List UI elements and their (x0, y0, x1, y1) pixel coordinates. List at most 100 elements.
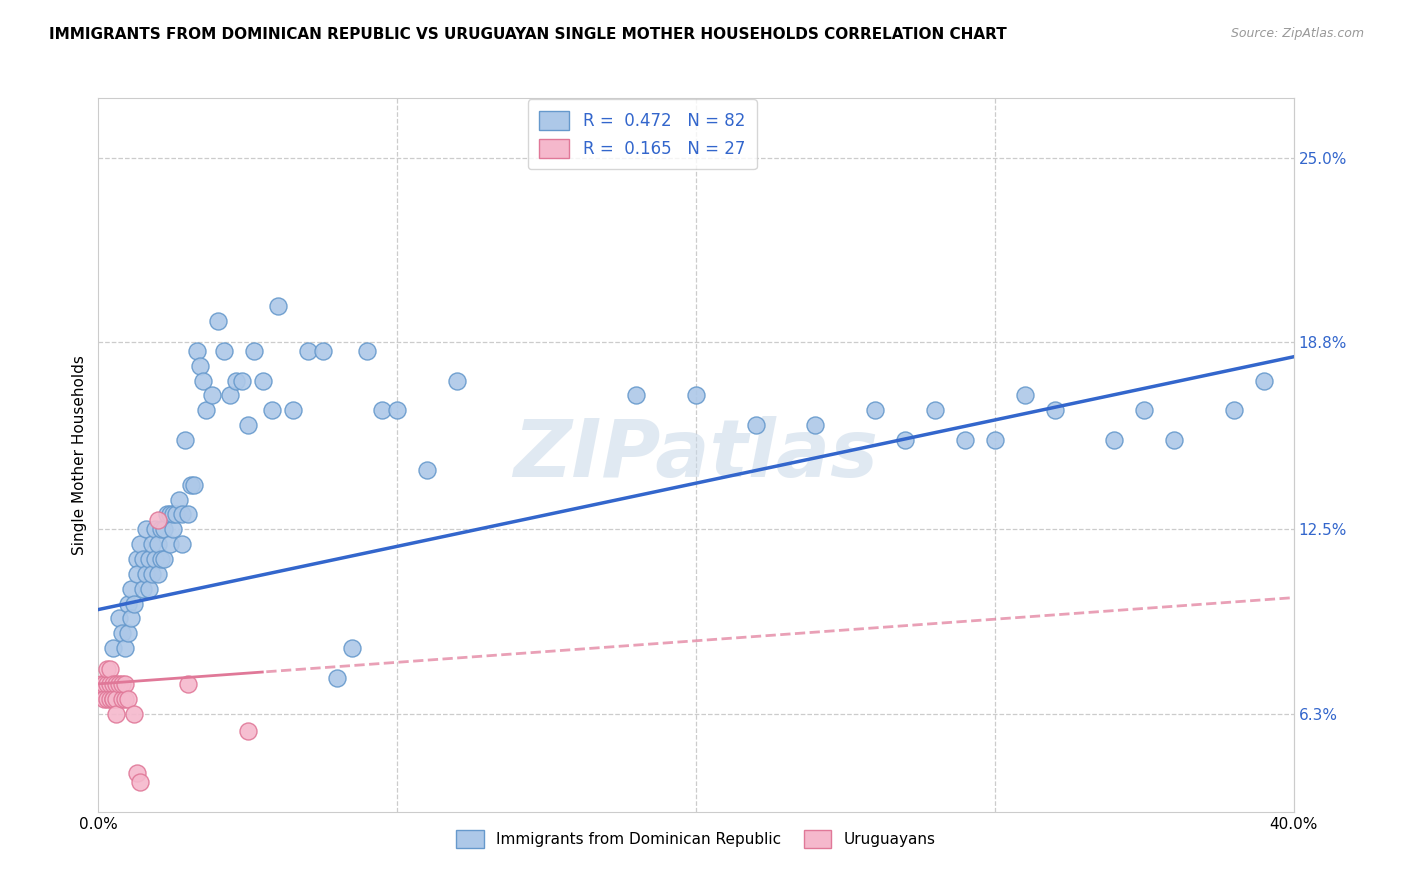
Point (745, 418, 768, 433)
Point (143, 522, 166, 536)
Point (188, 359, 211, 373)
Text: IMMIGRANTS FROM DOMINICAN REPUBLIC VS URUGUAYAN SINGLE MOTHER HOUSEHOLDS CORRELA: IMMIGRANTS FROM DOMINICAN REPUBLIC VS UR… (49, 27, 1007, 42)
Point (117, 626, 139, 640)
Point (148, 537, 170, 551)
Point (111, 626, 134, 640)
Point (105, 691, 128, 706)
Point (356, 343, 378, 358)
Point (96, 662, 118, 676)
Point (103, 641, 125, 656)
Point (159, 508, 181, 522)
Point (111, 691, 134, 706)
Point (267, 299, 290, 313)
Point (243, 343, 266, 358)
Point (148, 566, 170, 581)
Point (117, 691, 139, 706)
Point (231, 374, 253, 388)
Point (129, 537, 152, 551)
Point (103, 691, 125, 706)
Point (114, 677, 136, 691)
Point (93, 677, 115, 691)
Point (153, 552, 176, 566)
Point (93, 691, 115, 706)
Point (127, 566, 149, 581)
Point (626, 388, 648, 402)
Point (177, 677, 200, 691)
Point (371, 403, 394, 417)
Point (105, 677, 128, 691)
Point (252, 374, 274, 388)
Point (260, 403, 283, 417)
Text: Source: ZipAtlas.com: Source: ZipAtlas.com (1230, 27, 1364, 40)
Point (108, 611, 131, 625)
Legend: Immigrants from Dominican Republic, Uruguayans: Immigrants from Dominican Republic, Urug… (450, 824, 942, 854)
Point (1223, 403, 1246, 417)
Point (148, 513, 170, 527)
Point (132, 582, 155, 596)
Y-axis label: Single Mother Households: Single Mother Households (72, 355, 87, 555)
Point (1014, 388, 1036, 402)
Point (1163, 433, 1185, 447)
Point (96, 691, 118, 706)
Point (135, 522, 157, 536)
Point (124, 597, 146, 611)
Point (953, 433, 976, 447)
Point (311, 343, 333, 358)
Point (236, 418, 259, 433)
Point (98, 691, 122, 706)
Point (90, 677, 112, 691)
Point (135, 566, 157, 581)
Point (984, 433, 1007, 447)
Point (326, 671, 349, 685)
Point (177, 508, 200, 522)
Point (114, 641, 136, 656)
Point (165, 508, 187, 522)
Point (195, 403, 218, 417)
Point (138, 552, 160, 566)
Point (153, 522, 176, 536)
Point (172, 508, 194, 522)
Point (98, 677, 122, 691)
Point (120, 611, 142, 625)
Point (141, 537, 163, 551)
Point (225, 374, 247, 388)
Point (124, 706, 146, 721)
Point (138, 582, 160, 596)
Point (685, 388, 707, 402)
Point (174, 433, 197, 447)
Point (924, 403, 946, 417)
Point (172, 537, 194, 551)
Point (114, 691, 136, 706)
Point (98, 662, 122, 676)
Point (297, 343, 319, 358)
Point (342, 641, 364, 656)
Point (1104, 433, 1126, 447)
Point (117, 597, 139, 611)
Point (186, 343, 208, 358)
Point (804, 418, 827, 433)
Point (1253, 374, 1275, 388)
Point (129, 775, 152, 789)
Point (108, 677, 131, 691)
Point (96, 677, 118, 691)
Point (127, 766, 149, 780)
Point (180, 477, 202, 491)
Point (141, 566, 163, 581)
Point (1043, 403, 1066, 417)
Point (201, 388, 224, 402)
Point (103, 677, 125, 691)
Point (1133, 403, 1156, 417)
Point (127, 552, 149, 566)
Point (162, 508, 184, 522)
Point (191, 374, 214, 388)
Point (207, 314, 229, 328)
Point (212, 343, 235, 358)
Point (111, 677, 134, 691)
Point (150, 552, 173, 566)
Point (167, 492, 190, 507)
Point (416, 463, 439, 477)
Point (159, 537, 181, 551)
Point (150, 522, 173, 536)
Point (281, 403, 304, 417)
Point (143, 552, 166, 566)
